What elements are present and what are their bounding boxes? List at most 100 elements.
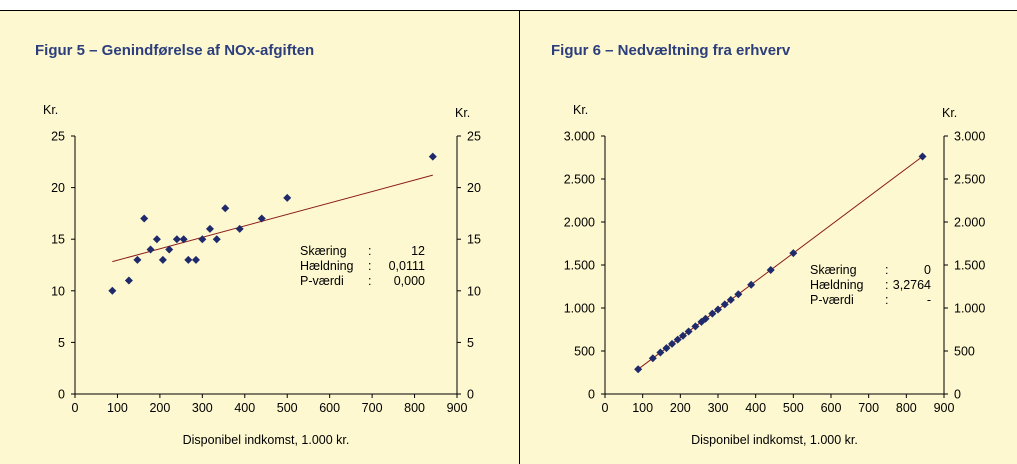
x-tick-label: 100	[107, 401, 128, 415]
y-tick-label-right: 25	[467, 130, 481, 144]
figure-6-title: Figur 6 – Nedvæltning fra erhverv	[551, 42, 791, 59]
y-tick-label-left: 0	[588, 388, 595, 402]
y-tick-label-left: 500	[574, 345, 595, 359]
y-tick-label-right: 0	[467, 388, 474, 402]
x-tick-label: 600	[821, 401, 842, 415]
y-tick-label-right: 3.000	[954, 130, 985, 144]
data-point	[165, 245, 174, 254]
y-tick-label-left: 20	[51, 181, 65, 195]
data-point	[184, 255, 193, 264]
data-point	[158, 255, 167, 264]
stat-separator: :	[368, 274, 371, 288]
stat-label: Hældning	[300, 259, 354, 273]
data-point	[678, 331, 687, 340]
data-point	[918, 152, 927, 161]
x-tick-label: 0	[602, 401, 609, 415]
y-axis-unit-right: Kr.	[455, 106, 470, 120]
y-tick-label-left: 2.500	[564, 173, 595, 187]
data-point	[283, 193, 292, 202]
data-point	[691, 322, 700, 331]
y-tick-label-right: 15	[467, 233, 481, 247]
data-point	[221, 204, 230, 213]
y-tick-label-left: 0	[58, 388, 65, 402]
stat-value: 0,000	[394, 274, 425, 288]
y-tick-label-right: 1.500	[954, 259, 985, 273]
y-tick-label-right: 10	[467, 284, 481, 298]
stat-value: 0	[924, 263, 931, 277]
figure-5-panel: Figur 5 – Genindførelse af NOx-afgiften …	[0, 11, 519, 464]
data-point	[179, 235, 188, 244]
data-point	[198, 235, 207, 244]
data-point	[172, 235, 181, 244]
x-tick-label: 700	[362, 401, 383, 415]
data-point	[789, 249, 798, 258]
y-tick-label-left: 2.000	[564, 216, 595, 230]
data-point	[708, 309, 717, 318]
x-tick-label: 400	[745, 401, 766, 415]
y-tick-label-left: 5	[58, 336, 65, 350]
x-tick-label: 0	[72, 401, 79, 415]
x-tick-label: 300	[708, 401, 729, 415]
figure-5-title: Figur 5 – Genindførelse af NOx-afgiften	[35, 42, 315, 59]
data-point	[212, 235, 221, 244]
x-tick-label: 800	[896, 401, 917, 415]
data-point	[662, 344, 671, 353]
trendline	[637, 156, 923, 370]
y-tick-label-right: 20	[467, 181, 481, 195]
data-point	[235, 224, 244, 233]
data-point	[673, 335, 682, 344]
stat-label: Hældning	[810, 278, 864, 292]
data-point	[428, 152, 437, 161]
y-tick-label-left: 10	[51, 284, 65, 298]
y-tick-label-left: 25	[51, 130, 65, 144]
data-point	[747, 280, 756, 289]
x-tick-label: 300	[192, 401, 213, 415]
data-point	[257, 214, 266, 223]
y-axis-unit-left: Kr.	[43, 103, 58, 117]
data-point	[124, 276, 133, 285]
x-tick-label: 800	[404, 401, 425, 415]
x-tick-label: 600	[319, 401, 340, 415]
stat-label: P-værdi	[810, 293, 854, 307]
stat-value: 12	[411, 244, 425, 258]
data-point	[205, 224, 214, 233]
data-point	[714, 305, 722, 314]
y-tick-label-right: 5	[467, 336, 474, 350]
panel-divider	[519, 10, 520, 464]
x-tick-label: 500	[783, 401, 804, 415]
data-point	[720, 300, 729, 309]
top-border-rule	[0, 10, 1017, 11]
y-tick-label-right: 500	[954, 345, 975, 359]
y-axis-unit-right: Kr.	[942, 106, 957, 120]
data-point	[726, 295, 735, 304]
figure-6-panel: Figur 6 – Nedvæltning fra erhverv 0 0 500 5…	[520, 11, 1017, 464]
x-tick-label: 500	[277, 401, 298, 415]
y-axis-unit-left: Kr.	[573, 103, 588, 117]
stat-value: 0,0111	[389, 259, 425, 273]
y-tick-label-left: 3.000	[564, 130, 595, 144]
x-axis-title: Disponibel indkomst, 1.000 kr.	[183, 433, 350, 447]
x-tick-label: 700	[858, 401, 879, 415]
y-tick-label-left: 1.500	[564, 259, 595, 273]
x-axis-title: Disponibel indkomst, 1.000 kr.	[691, 433, 858, 447]
data-point	[648, 354, 657, 363]
data-point	[684, 327, 693, 336]
stat-value: -	[927, 293, 931, 307]
data-point	[656, 348, 665, 357]
data-point	[766, 265, 775, 274]
y-tick-label-right: 2.000	[954, 216, 985, 230]
stat-label: Skæring	[300, 244, 347, 258]
data-point	[108, 286, 117, 295]
stat-separator: :	[368, 259, 371, 273]
data-point	[146, 245, 155, 254]
x-tick-label: 200	[149, 401, 170, 415]
y-tick-label-left: 15	[51, 233, 65, 247]
data-point	[701, 314, 710, 323]
data-point	[191, 255, 200, 264]
stat-separator: :	[885, 278, 888, 292]
y-tick-label-right: 1.000	[954, 302, 985, 316]
data-point	[734, 290, 743, 299]
x-tick-label: 900	[934, 401, 955, 415]
x-tick-label: 400	[234, 401, 255, 415]
